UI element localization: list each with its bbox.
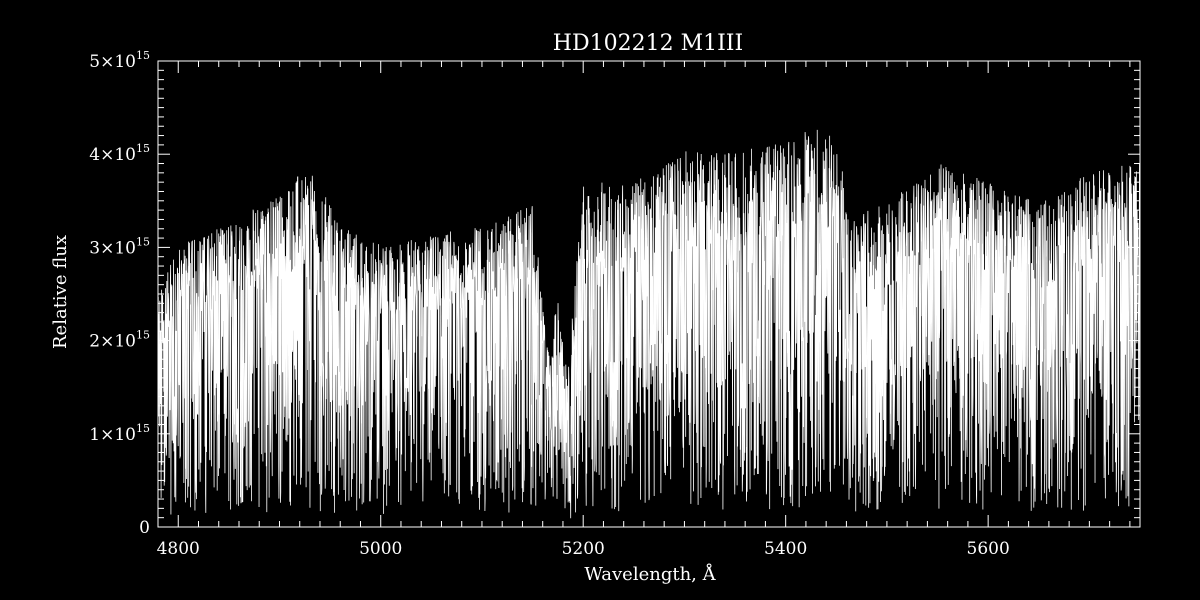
y-axis-label: Relative flux xyxy=(50,235,71,349)
x-tick-label: 5000 xyxy=(359,539,402,559)
chart-title: HD102212 M1III xyxy=(553,31,743,56)
x-tick-label: 5400 xyxy=(764,539,807,559)
x-tick-label: 5600 xyxy=(967,539,1010,559)
x-axis-label: Wavelength, Å xyxy=(584,563,716,585)
y-tick-label: 3×1015 xyxy=(89,235,150,258)
spectrum-series xyxy=(157,129,1141,519)
y-tick-label: 0 xyxy=(139,518,150,538)
y-tick-label: 1×1015 xyxy=(89,422,150,445)
x-axis: 4800 5000 5200 5400 5600 xyxy=(157,61,1131,559)
x-tick-label: 5200 xyxy=(562,539,605,559)
y-tick-label: 5×1015 xyxy=(89,49,150,72)
y-tick-label: 2×1015 xyxy=(89,329,150,352)
spectrum-line xyxy=(157,129,1141,519)
x-tick-label: 4800 xyxy=(157,539,200,559)
y-tick-label: 4×1015 xyxy=(89,142,150,165)
